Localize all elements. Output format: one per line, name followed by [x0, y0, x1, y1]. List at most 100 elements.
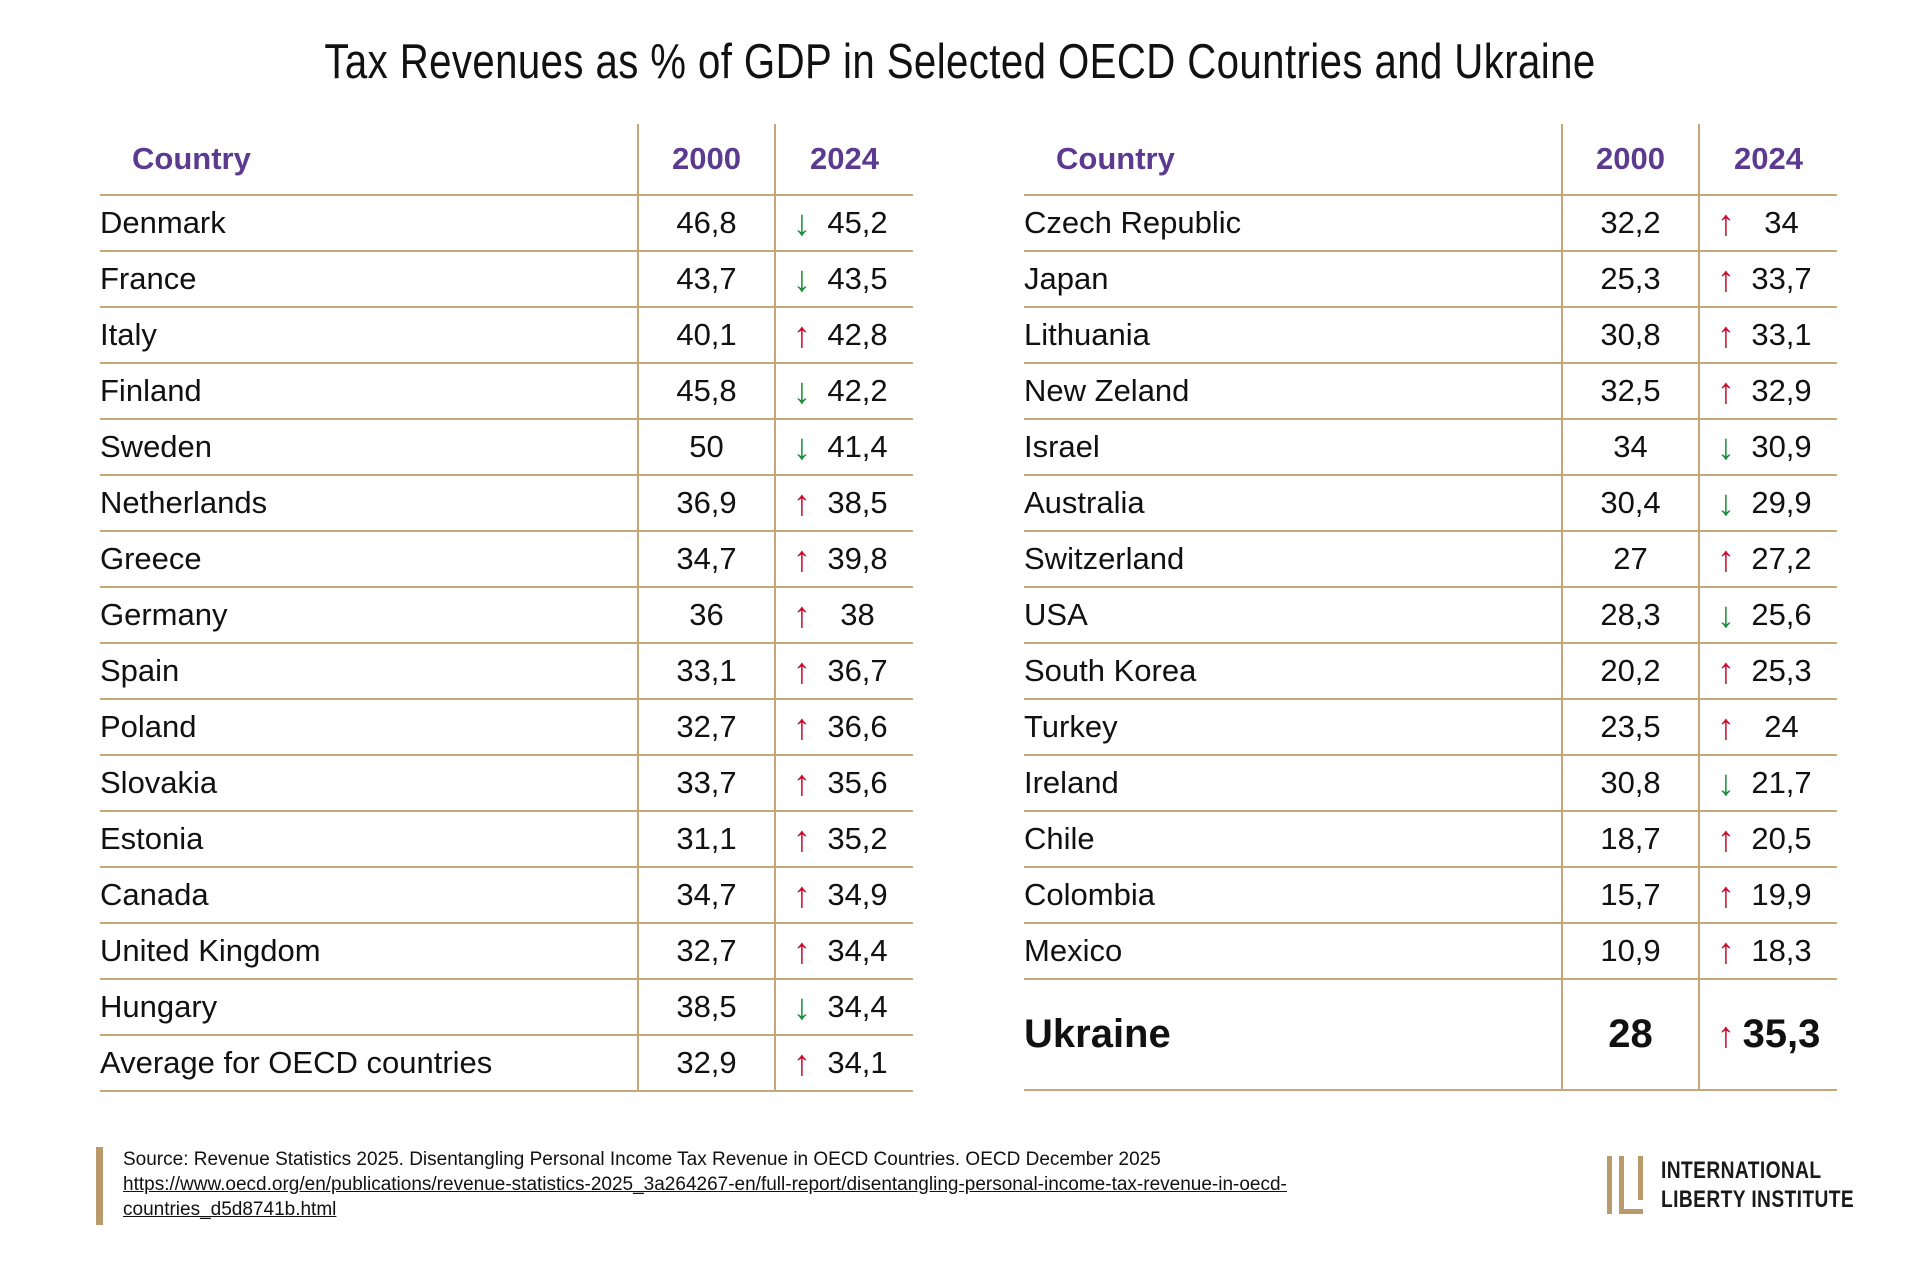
- table-row: Average for OECD countries 32,9 ↑ 34,1: [100, 1035, 913, 1092]
- ili-logo-icon: [1607, 1156, 1643, 1214]
- country-cell: Canada: [100, 867, 638, 924]
- arrow-up-icon: ↑: [1717, 314, 1735, 355]
- value-2024: 42,8: [827, 317, 888, 352]
- header-row: Country 2000 2024: [100, 124, 913, 196]
- value-2024-cell: ↑ 20,5: [1698, 811, 1837, 868]
- value-2024: 45,2: [827, 205, 888, 240]
- arrow-down-icon: ↓: [793, 258, 811, 299]
- arrow-down-icon: ↓: [793, 370, 811, 411]
- value-2000-cell: 32,9: [637, 1035, 775, 1092]
- table-row: Hungary 38,5 ↓ 34,4: [100, 979, 913, 1036]
- header-2024: 2024: [774, 124, 913, 196]
- value-2000-cell: 34,7: [637, 867, 775, 924]
- logo: INTERNATIONAL LIBERTY INSTITUTE: [1605, 1150, 1902, 1220]
- value-2024: 36,7: [827, 653, 888, 688]
- country-cell: Average for OECD countries: [100, 1035, 638, 1092]
- value-2024-cell: ↓ 34,4: [774, 979, 913, 1036]
- value-2024-cell: ↑ 42,8: [774, 307, 913, 364]
- country-cell: Netherlands: [100, 475, 638, 532]
- source-note: Source: Revenue Statistics 2025. Disenta…: [96, 1147, 1463, 1225]
- arrow-up-icon: ↑: [793, 818, 811, 859]
- value-2000-cell: 50: [637, 419, 775, 476]
- value-2024: 41,4: [827, 429, 888, 464]
- source-link[interactable]: https://www.oecd.org/en/publications/rev…: [123, 1174, 1287, 1220]
- table-row: Mexico 10,9 ↑ 18,3: [1024, 923, 1837, 980]
- arrow-up-icon: ↑: [793, 650, 811, 691]
- value-2000-cell: 38,5: [637, 979, 775, 1036]
- value-2000-cell: 33,1: [637, 643, 775, 700]
- value-2000-cell: 30,8: [1561, 307, 1699, 364]
- value-2024-cell: ↑ 19,9: [1698, 867, 1837, 924]
- table-row: Japan 25,3 ↑ 33,7: [1024, 251, 1837, 308]
- table-row: Czech Republic 32,2 ↑ 34: [1024, 195, 1837, 252]
- value-2024-cell: ↑ 18,3: [1698, 923, 1837, 980]
- arrow-down-icon: ↓: [793, 426, 811, 467]
- table-row: Greece 34,7 ↑ 39,8: [100, 531, 913, 588]
- arrow-up-icon: ↑: [793, 706, 811, 747]
- arrow-up-icon: ↑: [793, 314, 811, 355]
- table-row: Estonia 31,1 ↑ 35,2: [100, 811, 913, 868]
- value-2024: 36,6: [827, 709, 888, 744]
- value-2000-cell: 15,7: [1561, 867, 1699, 924]
- value-2024-cell: ↓ 42,2: [774, 363, 913, 420]
- arrow-up-icon: ↑: [1717, 258, 1735, 299]
- value-2024: 33,1: [1751, 317, 1812, 352]
- table-row: Turkey 23,5 ↑ 24: [1024, 699, 1837, 756]
- table-row: Germany 36 ↑ 38: [100, 587, 913, 644]
- value-2024-cell: ↓ 29,9: [1698, 475, 1837, 532]
- arrow-up-icon: ↑: [793, 762, 811, 803]
- arrow-up-icon: ↑: [1717, 930, 1735, 971]
- value-2024-cell: ↑ 36,6: [774, 699, 913, 756]
- arrow-down-icon: ↓: [1717, 762, 1735, 803]
- value-2024: 34,4: [827, 933, 888, 968]
- country-cell: United Kingdom: [100, 923, 638, 980]
- table-row: New Zeland 32,5 ↑ 32,9: [1024, 363, 1837, 420]
- country-cell: Czech Republic: [1024, 195, 1562, 252]
- value-2024-cell: ↑ 38: [774, 587, 913, 644]
- country-cell: Lithuania: [1024, 307, 1562, 364]
- value-2024: 21,7: [1751, 765, 1812, 800]
- header-row: Country 2000 2024: [1024, 124, 1837, 196]
- arrow-down-icon: ↓: [1717, 594, 1735, 635]
- table-row: Netherlands 36,9 ↑ 38,5: [100, 475, 913, 532]
- arrow-up-icon: ↑: [1717, 818, 1735, 859]
- value-2024: 42,2: [827, 373, 888, 408]
- country-cell: Italy: [100, 307, 638, 364]
- value-2000-cell: 32,7: [637, 699, 775, 756]
- header-country: Country: [100, 124, 638, 196]
- table-row: United Kingdom 32,7 ↑ 34,4: [100, 923, 913, 980]
- country-cell: Hungary: [100, 979, 638, 1036]
- country-cell: Denmark: [100, 195, 638, 252]
- arrow-up-icon: ↑: [1717, 1013, 1735, 1055]
- arrow-up-icon: ↑: [1717, 370, 1735, 411]
- source-text: Source: Revenue Statistics 2025. Disenta…: [123, 1149, 1161, 1170]
- value-2000-cell: 23,5: [1561, 699, 1699, 756]
- value-2024: 29,9: [1751, 485, 1812, 520]
- header-2000: 2000: [1561, 124, 1699, 196]
- value-2024-cell: ↑ 25,3: [1698, 643, 1837, 700]
- value-2024: 30,9: [1751, 429, 1812, 464]
- chart-title: Tax Revenues as % of GDP in Selected OEC…: [324, 35, 1596, 89]
- value-2000-cell: 31,1: [637, 811, 775, 868]
- country-cell: Ireland: [1024, 755, 1562, 812]
- table-row: Ireland 30,8 ↓ 21,7: [1024, 755, 1837, 812]
- table-row: Ukraine 28 ↑ 35,3: [1024, 979, 1837, 1091]
- arrow-up-icon: ↑: [1717, 202, 1735, 243]
- value-2000-cell: 28: [1561, 979, 1699, 1091]
- table-row: USA 28,3 ↓ 25,6: [1024, 587, 1837, 644]
- value-2024: 35,6: [827, 765, 888, 800]
- table-row: Finland 45,8 ↓ 42,2: [100, 363, 913, 420]
- country-cell: Turkey: [1024, 699, 1562, 756]
- value-2024-cell: ↑ 33,7: [1698, 251, 1837, 308]
- country-cell: USA: [1024, 587, 1562, 644]
- value-2024: 43,5: [827, 261, 888, 296]
- value-2024-cell: ↑ 24: [1698, 699, 1837, 756]
- value-2024-cell: ↓ 43,5: [774, 251, 913, 308]
- country-cell: Poland: [100, 699, 638, 756]
- arrow-up-icon: ↑: [793, 482, 811, 523]
- value-2024: 27,2: [1751, 541, 1812, 576]
- arrow-up-icon: ↑: [1717, 706, 1735, 747]
- logo-line-1: INTERNATIONAL: [1661, 1157, 1822, 1184]
- value-2000-cell: 10,9: [1561, 923, 1699, 980]
- value-2024: 19,9: [1751, 877, 1812, 912]
